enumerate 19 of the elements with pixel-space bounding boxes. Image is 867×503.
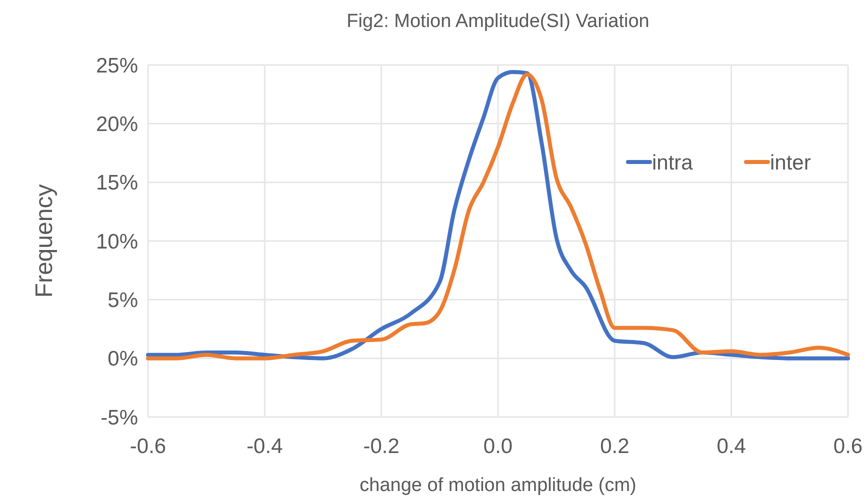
y-tick-label: 25% [96, 54, 138, 78]
x-tick-label: -0.6 [130, 435, 166, 458]
x-tick-label: 0.0 [483, 435, 513, 458]
chart-title: Fig2: Motion Amplitude(SI) Variation [346, 11, 650, 32]
x-tick-label: 0.2 [600, 435, 630, 458]
x-tick-label: 0.6 [833, 435, 863, 458]
y-tick-label: -5% [100, 406, 138, 430]
y-axis-title: Frequency [31, 184, 58, 298]
y-tick-label: 0% [108, 348, 138, 371]
legend-label: intra [652, 151, 694, 174]
legend-label: inter [770, 151, 811, 174]
y-tick-label: 10% [96, 230, 138, 254]
x-tick-label: 0.4 [716, 435, 746, 458]
y-tick-label: 15% [96, 172, 138, 195]
x-tick-label: -0.4 [246, 435, 284, 458]
y-tick-label: 20% [96, 113, 138, 136]
x-tick-label: -0.2 [363, 435, 400, 458]
y-tick-label: 5% [108, 289, 138, 312]
x-axis-title: change of motion amplitude (cm) [360, 475, 636, 496]
